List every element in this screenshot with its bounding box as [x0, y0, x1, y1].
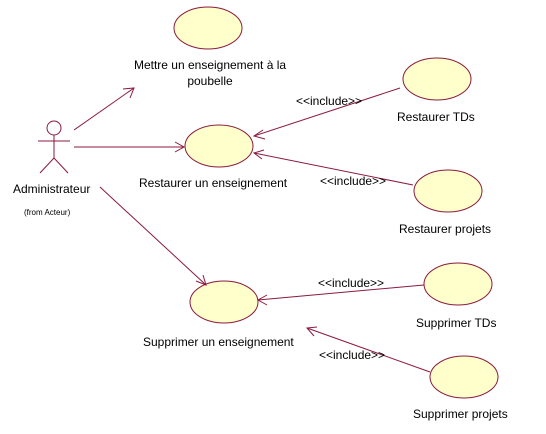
- use-case-restaurer-projets-label: Restaurer projets: [399, 222, 492, 236]
- use-case-poubelle-ellipse[interactable]: [173, 6, 243, 50]
- use-case-supprimer-tds-ellipse[interactable]: [423, 262, 493, 306]
- actor-name: Administrateur: [13, 182, 91, 196]
- use-case-restaurer-tds-label: Restaurer TDs: [397, 110, 475, 124]
- actor-package: (from Acteur): [24, 208, 71, 217]
- use-case-supprimer-ellipse[interactable]: [189, 280, 259, 324]
- use-case-restaurer-projets-ellipse[interactable]: [413, 169, 483, 213]
- include-supprimer-tds-label: <<include>>: [318, 276, 385, 290]
- include-restaurer-projets-label: <<include>>: [320, 174, 387, 188]
- include-supprimer-projets[interactable]: [305, 326, 431, 373]
- include-restaurer-projets[interactable]: [252, 149, 414, 186]
- use-case-poubelle-label-line2: poubelle: [187, 74, 233, 88]
- include-restaurer-tds[interactable]: [252, 87, 401, 140]
- use-case-restaurer-label: Restaurer un enseignement: [139, 176, 288, 190]
- actor-head: [46, 120, 62, 136]
- actor-left-leg: [39, 157, 55, 174]
- use-case-supprimer-projets-label: Supprimer projets: [413, 407, 508, 421]
- use-case-supprimer-label: Supprimer un enseignement: [143, 335, 294, 349]
- association-poubelle[interactable]: [73, 87, 135, 131]
- use-case-poubelle-label: Mettre un enseignement à la poubelle: [120, 57, 300, 89]
- use-case-supprimer-projets-ellipse[interactable]: [429, 355, 499, 399]
- actor-figure[interactable]: [38, 120, 70, 174]
- use-case-supprimer-tds-label: Supprimer TDs: [416, 316, 497, 330]
- include-supprimer-projets-label: <<include>>: [319, 348, 386, 362]
- association-supprimer[interactable]: [99, 186, 207, 286]
- include-supprimer-tds[interactable]: [256, 284, 425, 306]
- use-case-restaurer-ellipse[interactable]: [184, 124, 254, 168]
- include-restaurer-tds-label: <<include>>: [296, 94, 363, 108]
- use-case-restaurer-tds-ellipse[interactable]: [402, 57, 472, 101]
- use-case-poubelle-label-line1: Mettre un enseignement à la: [133, 58, 287, 72]
- actor-right-leg: [53, 157, 69, 174]
- association-restaurer[interactable]: [74, 141, 186, 153]
